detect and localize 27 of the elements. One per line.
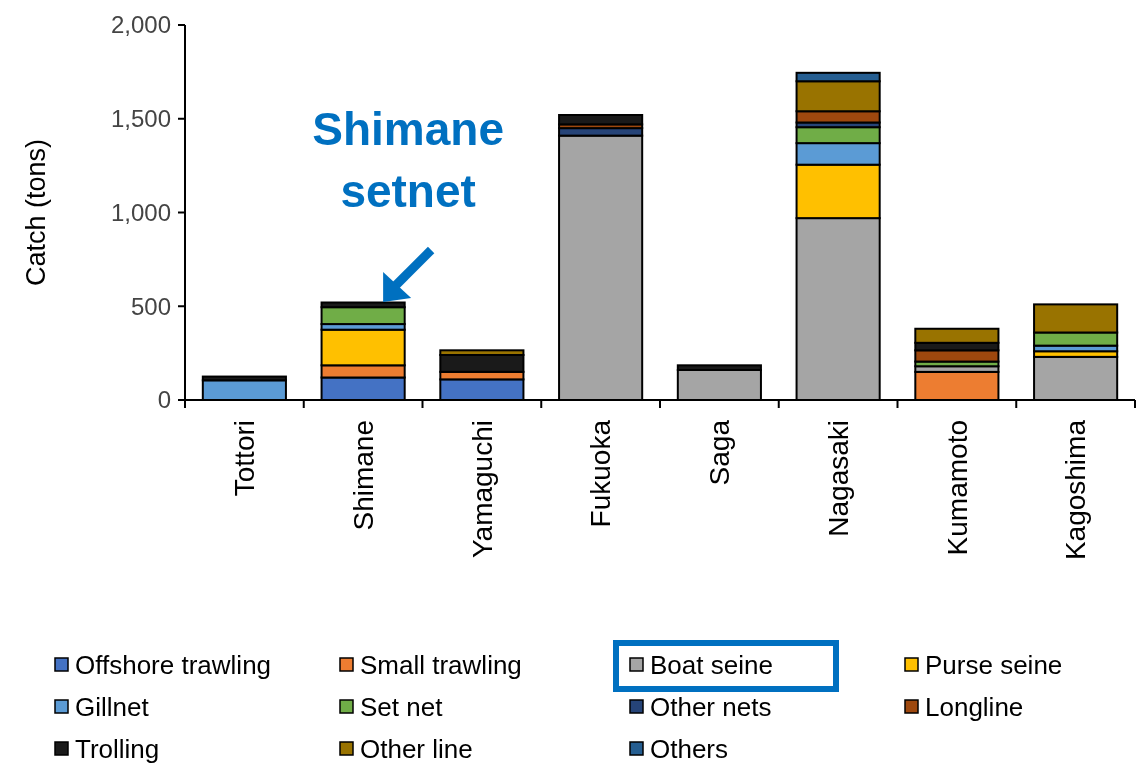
legend-label: Others: [650, 734, 729, 763]
y-tick-label: 1,000: [110, 198, 171, 226]
y-axis-title: Catch (tons): [21, 138, 51, 287]
x-tick-label: Saga: [704, 419, 736, 486]
bar: [558, 114, 644, 126]
legend-label: Boat seine: [650, 650, 773, 681]
annotation: Shimane setnet: [312, 103, 504, 217]
x-tick-label: Fukuoka: [585, 419, 617, 528]
legend-label: Gillnet: [75, 692, 150, 723]
y-tick-label: 500: [130, 292, 171, 320]
y-tick-label: 2,000: [110, 11, 171, 39]
legend-label: Other line: [360, 734, 473, 763]
x-tick-label: Kumamoto: [941, 420, 973, 556]
legend-label: Purse seine: [925, 650, 1063, 681]
legend-label: Longline: [925, 692, 1024, 723]
legend-label: Trolling: [75, 734, 160, 763]
y-tick-label: 1,500: [110, 105, 171, 133]
y-tick-label: 0: [157, 386, 171, 414]
legend-label: Set net: [360, 692, 444, 723]
x-tick-label: Kagoshima: [1060, 419, 1092, 561]
x-tick-label: Nagasaki: [822, 420, 854, 537]
legend-label: Small trawling: [360, 650, 522, 681]
x-tick-label: Shimane: [347, 420, 379, 531]
legend-label: Offshore trawling: [75, 650, 272, 681]
x-tick-label: Tottori: [229, 420, 261, 497]
legend-label: Other nets: [650, 692, 772, 723]
x-tick-label: Yamaguchi: [466, 420, 498, 559]
